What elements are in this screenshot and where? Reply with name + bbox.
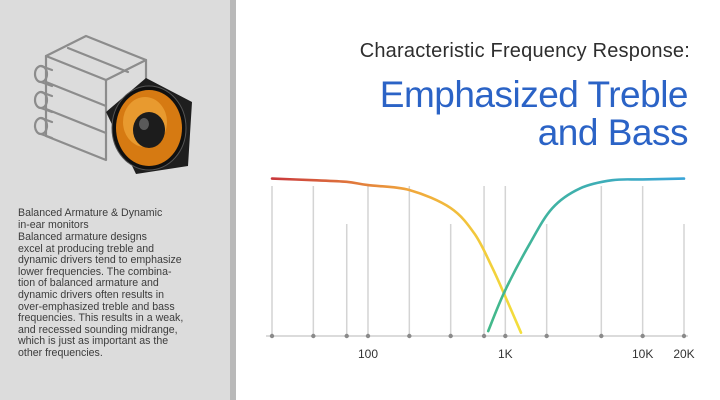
axis-tick-dot — [481, 333, 487, 339]
sidebar-description: Balanced armature designs excel at produ… — [18, 231, 184, 359]
chart-panel: Characteristic Frequency Response: Empha… — [236, 0, 720, 400]
chart-title-line-2: and Bass — [537, 112, 689, 153]
axis-tick-dot — [407, 333, 412, 339]
panel-divider — [230, 0, 236, 400]
sidebar-heading: Balanced Armature & Dynamic in-ear monit… — [18, 207, 163, 231]
speaker-woofer-icon — [106, 78, 192, 174]
device-illustration — [33, 34, 192, 174]
sidebar-panel: Balanced Armature & Dynamic in-ear monit… — [0, 0, 230, 400]
bass-response-curve — [270, 177, 523, 334]
axis-tick-dot — [344, 333, 349, 339]
x-tick-label: 10K — [632, 347, 653, 361]
armature-driver-block-icon — [33, 34, 148, 162]
axis-tick-dot — [640, 333, 645, 339]
axis-tick-dot — [544, 333, 549, 339]
axis-tick-dot — [311, 333, 316, 339]
axis-tick-dot — [365, 333, 371, 339]
grid-lines — [271, 186, 685, 336]
chart-subtitle: Characteristic Frequency Response: — [359, 40, 690, 62]
axis-tick-dot — [448, 333, 453, 339]
x-tick-labels: 100 1K 10K 20K — [358, 347, 695, 361]
curves — [270, 177, 686, 334]
axis-tick-dots — [269, 333, 687, 339]
chart-title-line-1: Emphasized Treble — [379, 74, 689, 115]
axis-tick-dot — [269, 333, 275, 339]
axis-tick-dot — [503, 333, 508, 339]
axis-tick-dot — [599, 333, 604, 339]
axis-tick-dot — [681, 333, 687, 339]
x-tick-label: 1K — [498, 347, 513, 361]
x-tick-label: 100 — [358, 347, 378, 361]
treble-response-curve — [486, 177, 686, 333]
frequency-response-chart: 100 1K 10K 20K — [266, 177, 695, 361]
x-tick-label: 20K — [673, 347, 694, 361]
